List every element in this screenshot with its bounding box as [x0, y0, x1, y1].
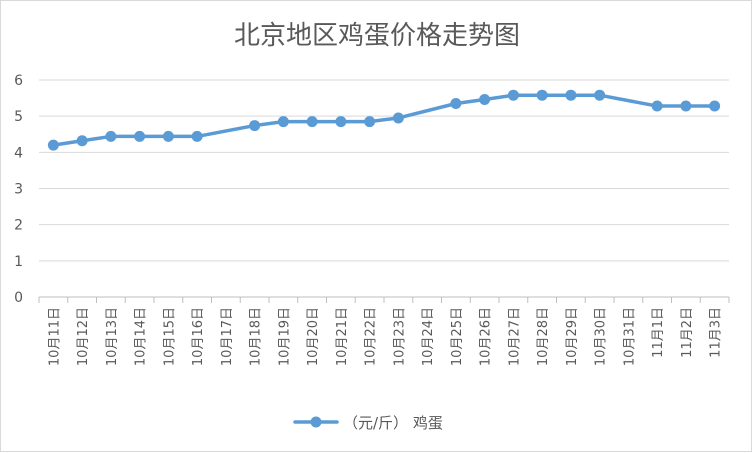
data-point [306, 116, 318, 128]
x-tick-label: 10月11日 [47, 307, 62, 366]
x-tick-label: 10月23日 [392, 307, 407, 366]
x-tick-label: 10月27日 [507, 307, 522, 366]
data-point [162, 130, 174, 142]
data-point [134, 130, 146, 142]
y-tick-label: 3 [14, 182, 23, 198]
data-point [479, 94, 491, 106]
x-tick-label: 10月13日 [105, 307, 120, 366]
data-point [709, 100, 721, 112]
data-point [392, 112, 404, 124]
x-tick-label: 10月15日 [162, 307, 177, 366]
x-tick-label: 10月25日 [450, 307, 465, 366]
x-tick-label: 10月20日 [306, 307, 321, 366]
data-point [191, 130, 203, 142]
data-point [536, 89, 548, 101]
data-point [364, 116, 376, 128]
x-tick-label: 11月1日 [651, 307, 666, 358]
data-point [335, 116, 347, 128]
data-point [105, 130, 117, 142]
data-point [76, 135, 88, 147]
y-tick-label: 4 [14, 145, 23, 161]
data-point [450, 98, 462, 110]
x-tick-label: 10月28日 [536, 307, 551, 366]
y-tick-label: 1 [14, 254, 23, 270]
y-tick-label: 2 [14, 218, 23, 234]
data-point [680, 100, 692, 112]
x-tick-label: 10月14日 [134, 307, 149, 366]
x-tick-label: 10月18日 [249, 307, 264, 366]
x-tick-label: 10月19日 [277, 307, 292, 366]
x-tick-label: 10月22日 [364, 307, 379, 366]
x-tick-label: 11月2日 [680, 307, 695, 358]
x-tick-label: 10月12日 [76, 307, 91, 366]
x-tick-label: 11月3日 [709, 307, 724, 358]
data-point [47, 139, 59, 151]
data-point [651, 100, 663, 112]
x-tick-label: 10月17日 [220, 307, 235, 366]
data-point [277, 116, 289, 128]
data-point [249, 120, 261, 132]
y-tick-label: 5 [14, 109, 23, 125]
x-tick-label: 10月31日 [622, 307, 637, 366]
y-tick-label: 6 [14, 73, 23, 89]
x-tick-label: 10月26日 [479, 307, 494, 366]
y-tick-label: 0 [14, 290, 23, 306]
data-point [565, 89, 577, 101]
legend-marker [310, 416, 322, 428]
x-tick-label: 10月29日 [565, 307, 580, 366]
x-tick-label: 10月30日 [594, 307, 609, 366]
data-point [594, 89, 606, 101]
legend-label: （元/斤） 鸡蛋 [343, 414, 443, 432]
series-line [51, 93, 717, 147]
data-point [507, 89, 519, 101]
chart-title: 北京地区鸡蛋价格走势图 [233, 21, 520, 51]
x-tick-label: 10月24日 [421, 307, 436, 366]
x-tick-label: 10月21日 [335, 307, 350, 366]
x-tick-label: 10月16日 [191, 307, 206, 366]
